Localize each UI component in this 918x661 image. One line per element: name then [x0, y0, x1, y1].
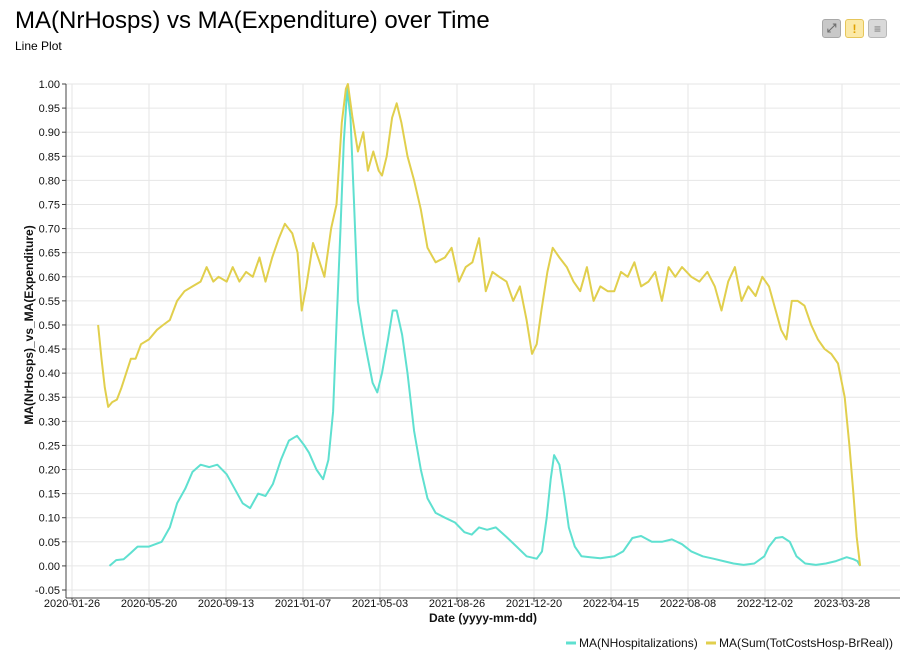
y-tick-label: 0.85 [39, 151, 60, 163]
y-tick-label: 0.65 [39, 248, 60, 260]
x-tick-label: 2021-12-20 [506, 598, 562, 610]
x-tick-label: 2022-12-02 [737, 598, 793, 610]
x-tick-label: 2020-05-20 [121, 598, 177, 610]
series-lines [97, 83, 862, 567]
menu-icon[interactable]: ≡ [868, 19, 887, 38]
legend: MA(NHospitalizations) MA(Sum(TotCostsHosp… [566, 636, 893, 650]
y-tick-label: 0.45 [39, 344, 60, 356]
series-line-1 [108, 87, 861, 567]
series-line-2 [97, 83, 862, 567]
chart-subtitle: Line Plot [15, 39, 62, 53]
grid-lines [66, 83, 900, 598]
y-tick-label: 0.95 [39, 103, 60, 115]
axes [65, 84, 900, 599]
x-tick-label: 2021-08-26 [429, 598, 485, 610]
y-tick-label: 0.55 [39, 296, 60, 308]
chart-toolbar: ⤢ ! ≡ [822, 19, 887, 38]
x-tick-labels: 2020-01-26 2020-05-20 2020-09-13 2021-01-07… [44, 598, 870, 610]
y-axis-title: MA(NrHosps)_vs_MA(Expenditure) [22, 225, 36, 424]
warning-icon[interactable]: ! [845, 19, 864, 38]
chart-title: MA(NrHosps) vs MA(Expenditure) over Time [15, 7, 490, 34]
y-tick-label: 0.35 [39, 392, 60, 404]
y-tick-label: 0.15 [39, 489, 60, 501]
x-tick-label: 2020-01-26 [44, 598, 100, 610]
expand-icon[interactable]: ⤢ [822, 19, 841, 38]
y-tick-label: 0.80 [39, 175, 60, 187]
x-axis-title: Date (yyyy-mm-dd) [429, 611, 537, 625]
y-tick-label: 0.00 [39, 561, 60, 573]
y-tick-label: -0.05 [35, 585, 60, 597]
y-tick-label: 0.75 [39, 199, 60, 211]
y-tick-label: 0.90 [39, 127, 60, 139]
legend-label: MA(Sum(TotCostsHosp-BrReal)) [719, 636, 893, 650]
x-tick-label: 2021-05-03 [352, 598, 408, 610]
x-tick-label: 2022-08-08 [660, 598, 716, 610]
y-tick-label: 0.20 [39, 465, 60, 477]
y-tick-label: 0.60 [39, 272, 60, 284]
x-tick-label: 2022-04-15 [583, 598, 639, 610]
y-tick-labels: -0.05 0.00 0.05 0.10 0.15 0.20 0.25 0.30 0.35 0.4… [35, 79, 66, 597]
y-tick-label: 0.25 [39, 440, 60, 452]
y-tick-label: 0.05 [39, 537, 60, 549]
x-tick-label: 2020-09-13 [198, 598, 254, 610]
x-tick-label: 2021-01-07 [275, 598, 331, 610]
y-tick-label: 0.10 [39, 513, 60, 525]
legend-label: MA(NHospitalizations) [579, 636, 698, 650]
y-tick-label: 0.70 [39, 224, 60, 236]
x-tick-label: 2023-03-28 [814, 598, 870, 610]
y-tick-label: 1.00 [39, 79, 60, 91]
y-tick-label: 0.50 [39, 320, 60, 332]
y-tick-label: 0.30 [39, 416, 60, 428]
y-tick-label: 0.40 [39, 368, 60, 380]
